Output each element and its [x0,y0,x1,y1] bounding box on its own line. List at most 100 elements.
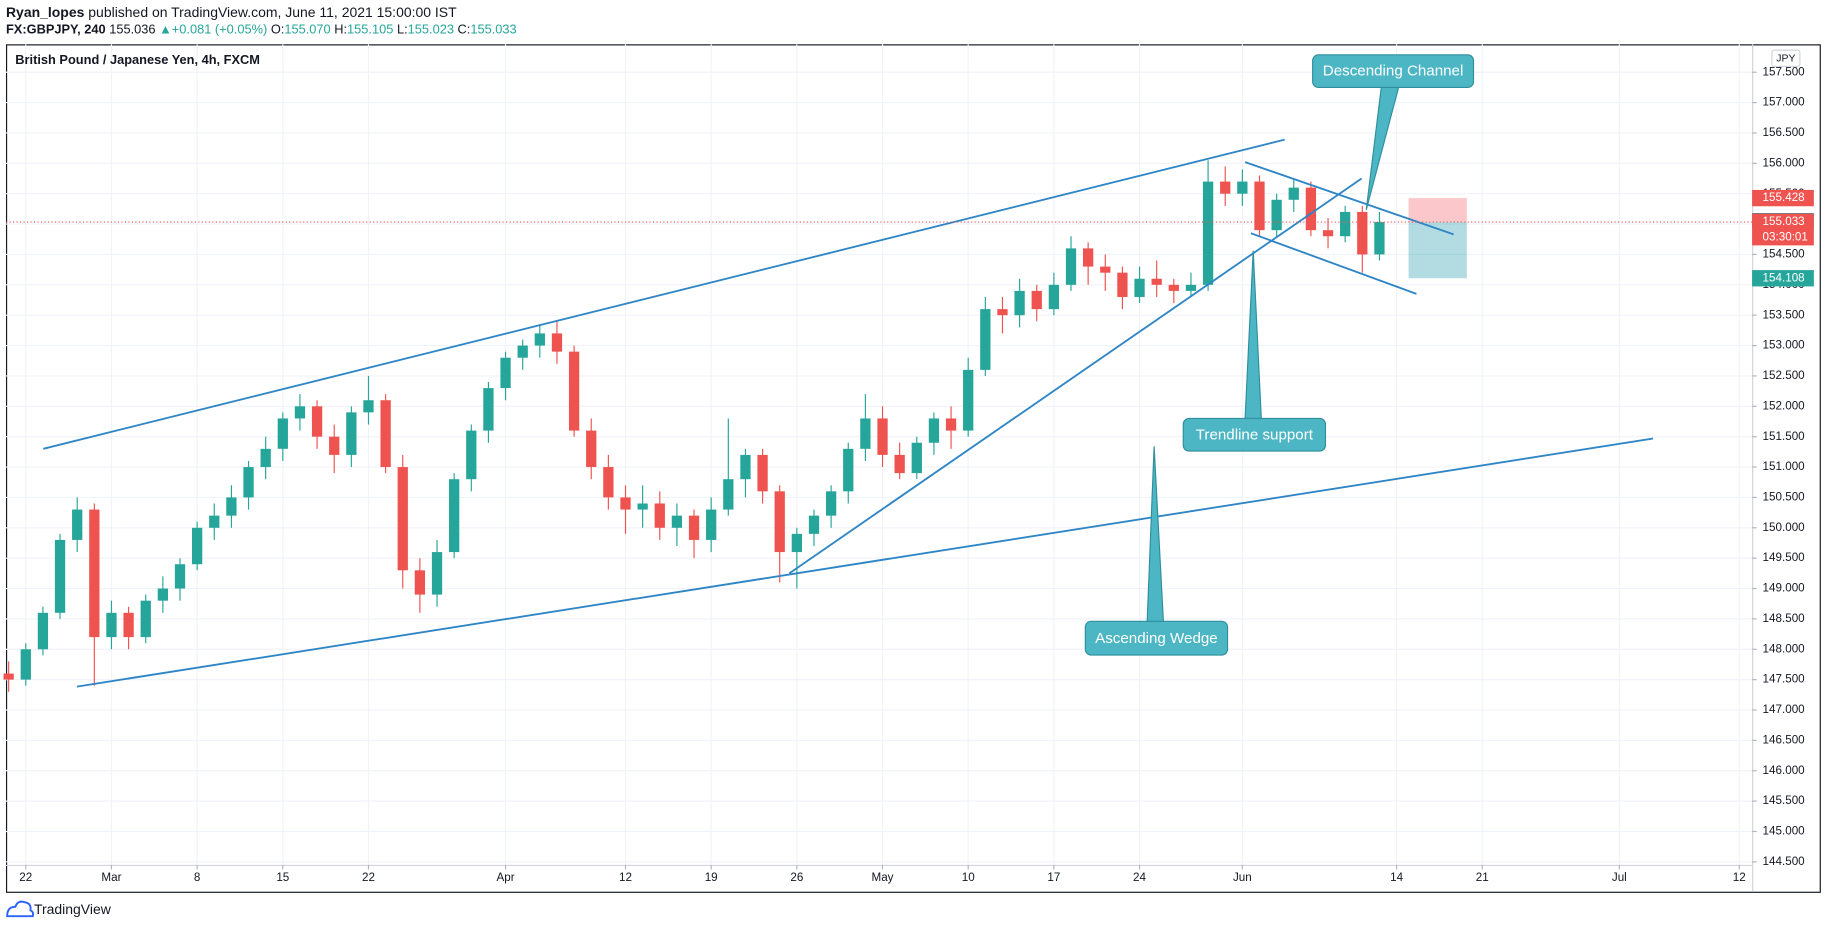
callout: Trendline support [1182,250,1327,452]
candle-body [54,539,66,613]
candle-body [1237,181,1248,194]
candle-body [140,600,151,638]
candle-body [963,369,974,431]
candle-body [774,491,785,553]
y-tick-label: 151.000 [1763,460,1806,473]
x-tick-label: Jul [1612,871,1627,884]
change: +0.081 (+0.05%) [172,22,267,37]
candle-body [1185,284,1197,291]
low-label: L: [397,22,408,37]
callout: Descending Channel [1312,54,1475,210]
candle-body [397,467,408,571]
candle-body [1340,211,1351,237]
high: 155.105 [347,22,393,37]
symbol: FX:GBPJPY, 240 [6,22,106,37]
candle-body [723,479,734,510]
price-label-box [1752,189,1814,207]
candle-body [3,673,14,680]
price-labels: 144.500 145.000 145.500 146.000 146.500 147.0… [19,65,1814,884]
candle-body [825,491,837,516]
y-tick-label: 147.000 [1763,703,1806,716]
last: 155.036 [109,22,155,37]
logo [6,900,35,918]
candle-body [654,503,665,528]
published: published on TradingView.com, June 11, 2… [88,4,457,20]
candle-body [980,309,991,370]
candle-body [894,454,905,474]
y-tick-label: 156.000 [1763,156,1806,169]
callout-box [1312,54,1475,89]
candle-body [945,418,957,431]
arrow: ▲ [159,22,172,37]
candle-body [568,351,580,431]
candle-body [671,515,683,528]
plot [3,138,1753,692]
y-tick-label: 146.000 [1763,764,1806,777]
candle-body [37,612,49,650]
y-tick-label: 150.500 [1763,490,1806,503]
y-tick-label: 157.500 [1763,65,1806,78]
y-tick-label: 152.000 [1763,399,1806,412]
grid [5,44,1757,870]
y-tick-label: 145.500 [1763,794,1806,807]
candle-body [740,454,751,480]
candle-body [843,448,854,492]
y-tick-label: 148.000 [1763,642,1806,655]
candle-body [1031,290,1042,310]
candle-body [311,406,323,437]
open: 155.070 [284,22,330,37]
chart-title: British Pound / Japanese Yen, 4h, FXCM [15,52,260,67]
currency: JPY [1776,54,1795,65]
candle-body [1065,248,1077,285]
candle-body [1151,278,1162,285]
stop-zone [1408,198,1467,223]
candle-body [808,515,820,534]
candle-body [997,309,1008,316]
candle-body [329,436,340,455]
x-tick-label: 19 [705,871,718,884]
candle-body [586,430,597,468]
callout-text: Ascending Wedge [1095,630,1218,647]
candle-body [260,448,271,468]
candle-body [1083,248,1094,267]
trendline [788,177,1363,575]
candle-body [534,333,545,346]
x-tick-label: Mar [101,871,121,884]
y-tick-label: 154.500 [1763,248,1806,261]
candle-body [1048,284,1060,310]
author: Ryan_lopes [6,4,85,20]
candle-body [20,649,31,680]
candle-body [1117,272,1128,297]
candle-body [928,418,940,443]
candle-body [860,418,871,449]
header-line-1: Ryan_lopes published on TradingView.com,… [6,4,457,20]
x-tick-label: 12 [619,871,632,884]
x-tick-label: Apr [496,871,514,884]
candle-body [551,333,563,352]
x-tick-label: May [872,871,894,884]
high-label: H: [334,22,347,37]
y-tick-label: 149.000 [1763,582,1806,595]
y-tick-label: 145.000 [1763,825,1806,838]
trendline [1250,232,1417,295]
callout: Ascending Wedge [1084,446,1229,656]
candle-body [1357,211,1368,255]
candle-body [603,467,614,498]
target-zone [1408,222,1467,279]
candle-body [483,388,494,431]
callout-box [1084,620,1229,656]
x-tick-label: 26 [790,871,803,884]
candle-body [1168,284,1179,291]
price-label: 154.108 [1763,271,1805,284]
candle-body [209,515,220,528]
candle-body [1374,222,1385,255]
candle-body [72,509,83,540]
candle-body [911,442,922,474]
candle-body [431,552,443,595]
candle-body [123,612,134,638]
callout-text: Descending Channel [1323,63,1464,80]
candle-body [791,533,802,553]
candle-body [89,509,100,638]
